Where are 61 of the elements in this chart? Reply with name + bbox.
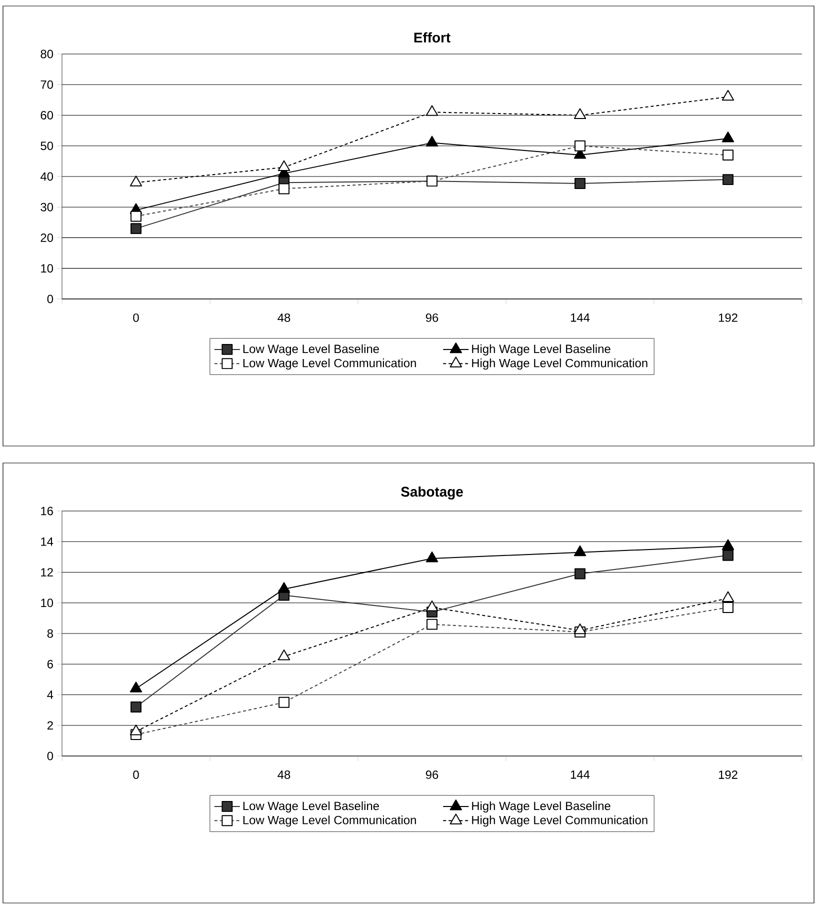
legend-label: High Wage Level Communication xyxy=(472,358,648,370)
point xyxy=(426,600,438,612)
point xyxy=(278,160,290,172)
point xyxy=(574,568,586,580)
point xyxy=(574,545,586,556)
y-tick-label: 20 xyxy=(40,234,54,242)
point xyxy=(722,132,734,142)
y-tick-label: 0 xyxy=(47,294,54,304)
x-tick-label: 48 xyxy=(278,770,290,779)
y-tick-label: 30 xyxy=(40,202,54,212)
y-tick-label: 70 xyxy=(40,80,54,89)
point xyxy=(130,176,142,186)
point xyxy=(574,178,586,190)
point xyxy=(278,582,290,593)
legend-label: High Wage Level Baseline xyxy=(472,344,610,356)
legend-label: Low Wage Level Baseline xyxy=(243,801,379,813)
y-tick-label: 2 xyxy=(47,721,53,730)
y-tick-label: 50 xyxy=(40,142,54,150)
y-tick-label: 14 xyxy=(41,538,54,546)
point xyxy=(574,623,586,634)
y-tick-label: 8 xyxy=(47,629,53,638)
x-tick-label: 48 xyxy=(278,313,290,322)
x-tick-label: 192 xyxy=(718,313,738,322)
legend-label: Low Wage Level Baseline xyxy=(243,344,379,356)
point xyxy=(722,539,734,550)
legend-label: High Wage Level Communication xyxy=(472,816,648,827)
point xyxy=(722,550,734,561)
x-tick-label: 96 xyxy=(426,313,438,322)
chart-title: Sabotage xyxy=(401,486,463,500)
y-tick-label: 4 xyxy=(47,690,54,699)
chart-title: Effort xyxy=(414,32,450,43)
point xyxy=(574,108,586,119)
y-tick-label: 0 xyxy=(47,752,54,760)
x-tick-label: 0 xyxy=(133,770,139,779)
y-tick-label: 12 xyxy=(41,568,53,576)
y-tick-label: 6 xyxy=(47,660,53,668)
point xyxy=(426,105,438,116)
y-tick-label: 10 xyxy=(41,598,54,608)
point xyxy=(130,724,142,736)
x-tick-label: 144 xyxy=(570,313,590,322)
point xyxy=(130,223,142,234)
point xyxy=(722,591,734,602)
y-tick-label: 40 xyxy=(40,172,54,181)
x-tick-label: 144 xyxy=(570,770,590,779)
y-tick-label: 60 xyxy=(40,111,54,120)
x-tick-label: 192 xyxy=(718,770,738,779)
legend-label: Low Wage Level Communication xyxy=(243,358,416,370)
y-tick-label: 10 xyxy=(41,264,54,273)
point xyxy=(130,702,142,712)
point xyxy=(426,551,438,562)
point xyxy=(278,649,290,660)
point xyxy=(722,90,734,101)
y-tick-label: 80 xyxy=(40,50,54,58)
x-tick-label: 0 xyxy=(133,313,139,322)
legend-label: Low Wage Level Communication xyxy=(243,816,416,827)
legend-label: High Wage Level Baseline xyxy=(472,801,610,813)
point xyxy=(722,174,734,186)
x-tick-label: 96 xyxy=(426,770,438,779)
point xyxy=(426,136,438,147)
point xyxy=(130,682,142,692)
y-tick-label: 16 xyxy=(41,506,53,516)
